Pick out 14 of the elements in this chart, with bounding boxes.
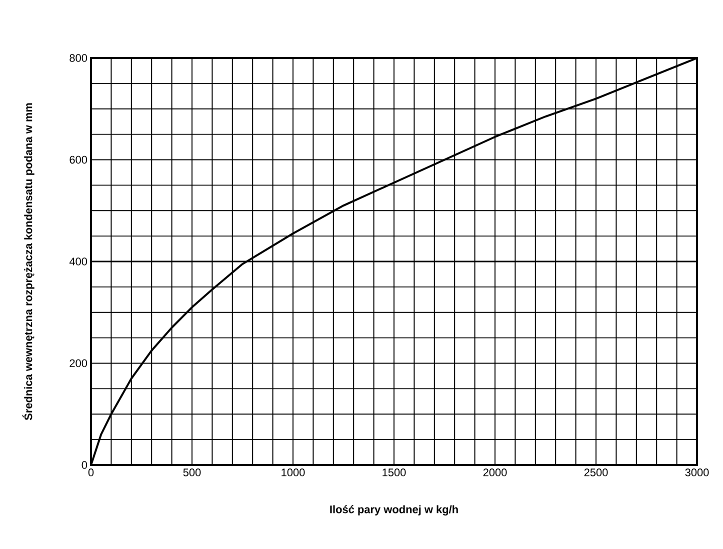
y-tick-label: 600 bbox=[70, 156, 88, 164]
x-tick-label: 500 bbox=[183, 468, 201, 476]
x-tick-label: 1000 bbox=[282, 468, 305, 476]
x-tick-label: 0 bbox=[88, 468, 94, 476]
y-axis-title: Średnica wewnętrzna rozprężacza kondensatu podana w mm bbox=[22, 103, 34, 420]
x-tick-label: 3000 bbox=[685, 468, 709, 476]
y-tick-label: 800 bbox=[70, 54, 88, 62]
y-tick-label: 400 bbox=[69, 258, 88, 266]
y-tick-label: 0 bbox=[82, 461, 88, 469]
x-tick-label: 2000 bbox=[483, 468, 507, 476]
x-tick-label: 1500 bbox=[382, 468, 406, 476]
x-tick-label: 2500 bbox=[584, 468, 608, 476]
y-tick-label: 200 bbox=[70, 359, 88, 368]
x-axis-title: Ilość pary wodnej w kg/h bbox=[330, 505, 458, 516]
